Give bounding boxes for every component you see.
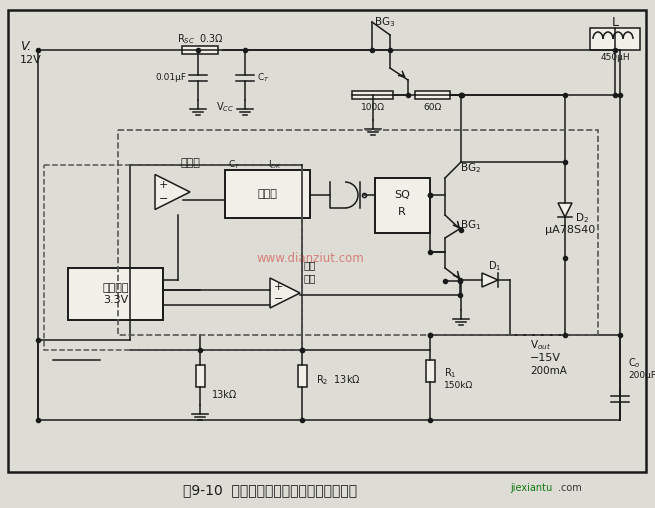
Text: 12V: 12V [20, 55, 42, 65]
Text: 450μH: 450μH [600, 52, 630, 61]
Text: C$_o$: C$_o$ [628, 356, 641, 370]
Polygon shape [270, 278, 300, 308]
Bar [44, 165, 302, 350]
Bar [118, 130, 598, 335]
Text: +: + [274, 282, 284, 292]
Text: R$_2$  13kΩ: R$_2$ 13kΩ [316, 373, 361, 387]
Text: 200μF: 200μF [628, 370, 655, 379]
Text: L: L [612, 16, 618, 28]
Text: 比较器: 比较器 [180, 158, 200, 168]
Text: D$_1$: D$_1$ [489, 259, 502, 273]
Text: V.: V. [20, 40, 31, 52]
Text: BG$_1$: BG$_1$ [460, 218, 481, 232]
Bar [590, 28, 640, 50]
Text: −15V: −15V [530, 353, 561, 363]
Text: .com: .com [558, 483, 582, 493]
Text: V$_{CC}$: V$_{CC}$ [216, 100, 234, 114]
Text: R$_1$: R$_1$ [444, 366, 457, 380]
Text: 60Ω: 60Ω [423, 103, 441, 111]
Bar [375, 178, 430, 233]
Text: 运放: 运放 [304, 260, 316, 270]
Text: SQ: SQ [394, 190, 410, 200]
Text: 反馈: 反馈 [304, 273, 316, 283]
Bar [182, 46, 218, 54]
Text: 基准电压
3.3V: 基准电压 3.3V [102, 283, 129, 305]
Polygon shape [482, 273, 498, 287]
Bar [352, 91, 393, 99]
Text: R: R [398, 207, 406, 217]
Bar [426, 360, 434, 382]
Text: 图9-10  开关稳压器构成的负输出电压电路: 图9-10 开关稳压器构成的负输出电压电路 [183, 483, 357, 497]
Text: I$_{DK}$: I$_{DK}$ [268, 158, 282, 171]
Text: R$_{SC}$  0.3Ω: R$_{SC}$ 0.3Ω [177, 32, 223, 46]
Text: D$_2$: D$_2$ [575, 211, 589, 225]
Bar [195, 365, 204, 387]
Bar [415, 91, 450, 99]
Text: BG$_3$: BG$_3$ [375, 15, 396, 29]
Text: jiexiantu: jiexiantu [510, 483, 552, 493]
Text: 150kΩ: 150kΩ [444, 380, 474, 390]
Text: −: − [159, 194, 168, 204]
Text: μA78S40: μA78S40 [545, 225, 595, 235]
Text: −: − [274, 294, 284, 304]
Text: V$_{out}$: V$_{out}$ [530, 338, 552, 352]
Polygon shape [558, 203, 572, 217]
Bar [68, 268, 163, 320]
Bar [225, 170, 310, 218]
Text: 200mA: 200mA [530, 366, 567, 376]
Text: +: + [159, 180, 168, 190]
Text: C$_T$: C$_T$ [257, 72, 270, 84]
Text: BG$_2$: BG$_2$ [460, 161, 481, 175]
Text: 振荡器: 振荡器 [257, 189, 278, 199]
Text: www.dianziut.com: www.dianziut.com [256, 251, 364, 265]
Text: C$_T$: C$_T$ [228, 158, 240, 171]
Bar [297, 365, 307, 387]
Text: 13kΩ: 13kΩ [212, 390, 237, 400]
Polygon shape [155, 175, 190, 209]
Text: 0.01μF: 0.01μF [155, 74, 186, 82]
Text: 100Ω: 100Ω [360, 103, 384, 111]
